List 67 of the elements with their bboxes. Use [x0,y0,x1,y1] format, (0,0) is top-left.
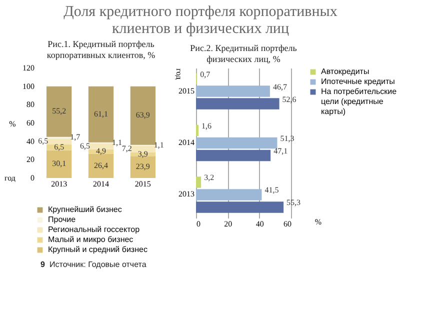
chart-subtitle: Рис.1. Кредитный портфель корпоративных клиентов, % [46,39,156,60]
data-label: 6,5 [54,142,64,152]
bar [130,86,156,145]
y-tick-label: 0 [30,174,34,182]
data-label: 1,6 [202,122,212,131]
data-label: 4,9 [96,146,106,156]
data-label: 26,4 [94,160,108,170]
bar [88,143,114,150]
legend-label: Прочие [48,215,76,224]
data-label: 47,1 [274,146,288,156]
y-tick-label: 40 [26,136,34,146]
legend-label: Крупный и средний бизнес [48,245,148,254]
text: Доля кредитного портфеля корпоративных клиентов и физических лиц [64,4,338,37]
text: 9 [40,260,46,269]
legend-label: Крупнейший бизнес [48,205,122,214]
data-label: 51,3 [280,134,294,143]
bar [46,150,72,178]
data-label: 6,5 [80,141,90,150]
data-label: 3,2 [204,173,214,182]
x-tick-label: 2015 [134,180,151,188]
legend-label: Региональный госсектор [48,225,140,234]
bar [88,86,114,142]
data-label: 23,9 [136,162,150,172]
y-axis-title: % [9,120,16,128]
data-label: 63,9 [136,110,150,120]
data-label: 61,1 [94,109,108,118]
data-label: 46,7 [272,82,287,92]
x-axis-title: % [314,218,322,226]
data-label: 1,1 [154,140,164,150]
x-tick-label: 2014 [93,180,109,188]
bar [46,86,72,137]
data-label: 1,7 [70,132,80,142]
data-label: 41,5 [264,186,279,195]
data-label: 55,3 [286,198,301,208]
data-label: 1,1 [112,138,122,147]
y-tick-label: 2013 [178,190,194,199]
data-label: 6,5 [38,136,48,146]
data-label: 55,2 [52,106,66,116]
data-label: 3,9 [138,149,148,158]
y-tick-label: 60 [26,118,34,128]
data-label: 52,6 [282,94,296,104]
y-axis-title: год [174,68,184,80]
y-tick-label: 80 [26,100,34,110]
y-tick-label: 100 [22,82,34,91]
data-label: 7,2 [122,144,132,154]
bar [88,154,114,178]
x-tick-label: 20 [224,220,232,228]
bar [46,138,72,144]
x-tick-label: 2013 [51,180,68,188]
legend-label: Автокредиты [321,67,370,76]
x-tick-label: 0 [196,220,200,228]
y-tick-label: 2014 [178,138,194,147]
data-label: 0,7 [200,70,210,79]
x-axis-title: год [4,174,16,182]
legend-label: Малый и микро бизнес [48,235,134,244]
bar [130,156,156,178]
x-tick-label: 40 [256,220,264,228]
legend-label: На потребительские цели (кредитные карты) [321,87,398,116]
legend-label: Ипотечные кредиты [321,77,396,86]
text: Источник: Годовые отчета [50,260,147,269]
y-tick-label: 120 [22,64,34,72]
chart-title: Рис.2. Кредитный портфель физических лиц, % [190,43,297,64]
bar [130,146,156,153]
data-label: 30,1 [52,159,66,168]
x-tick-label: 60 [284,220,292,228]
y-tick-label: 20 [26,155,34,164]
y-tick-label: 2015 [178,86,194,96]
